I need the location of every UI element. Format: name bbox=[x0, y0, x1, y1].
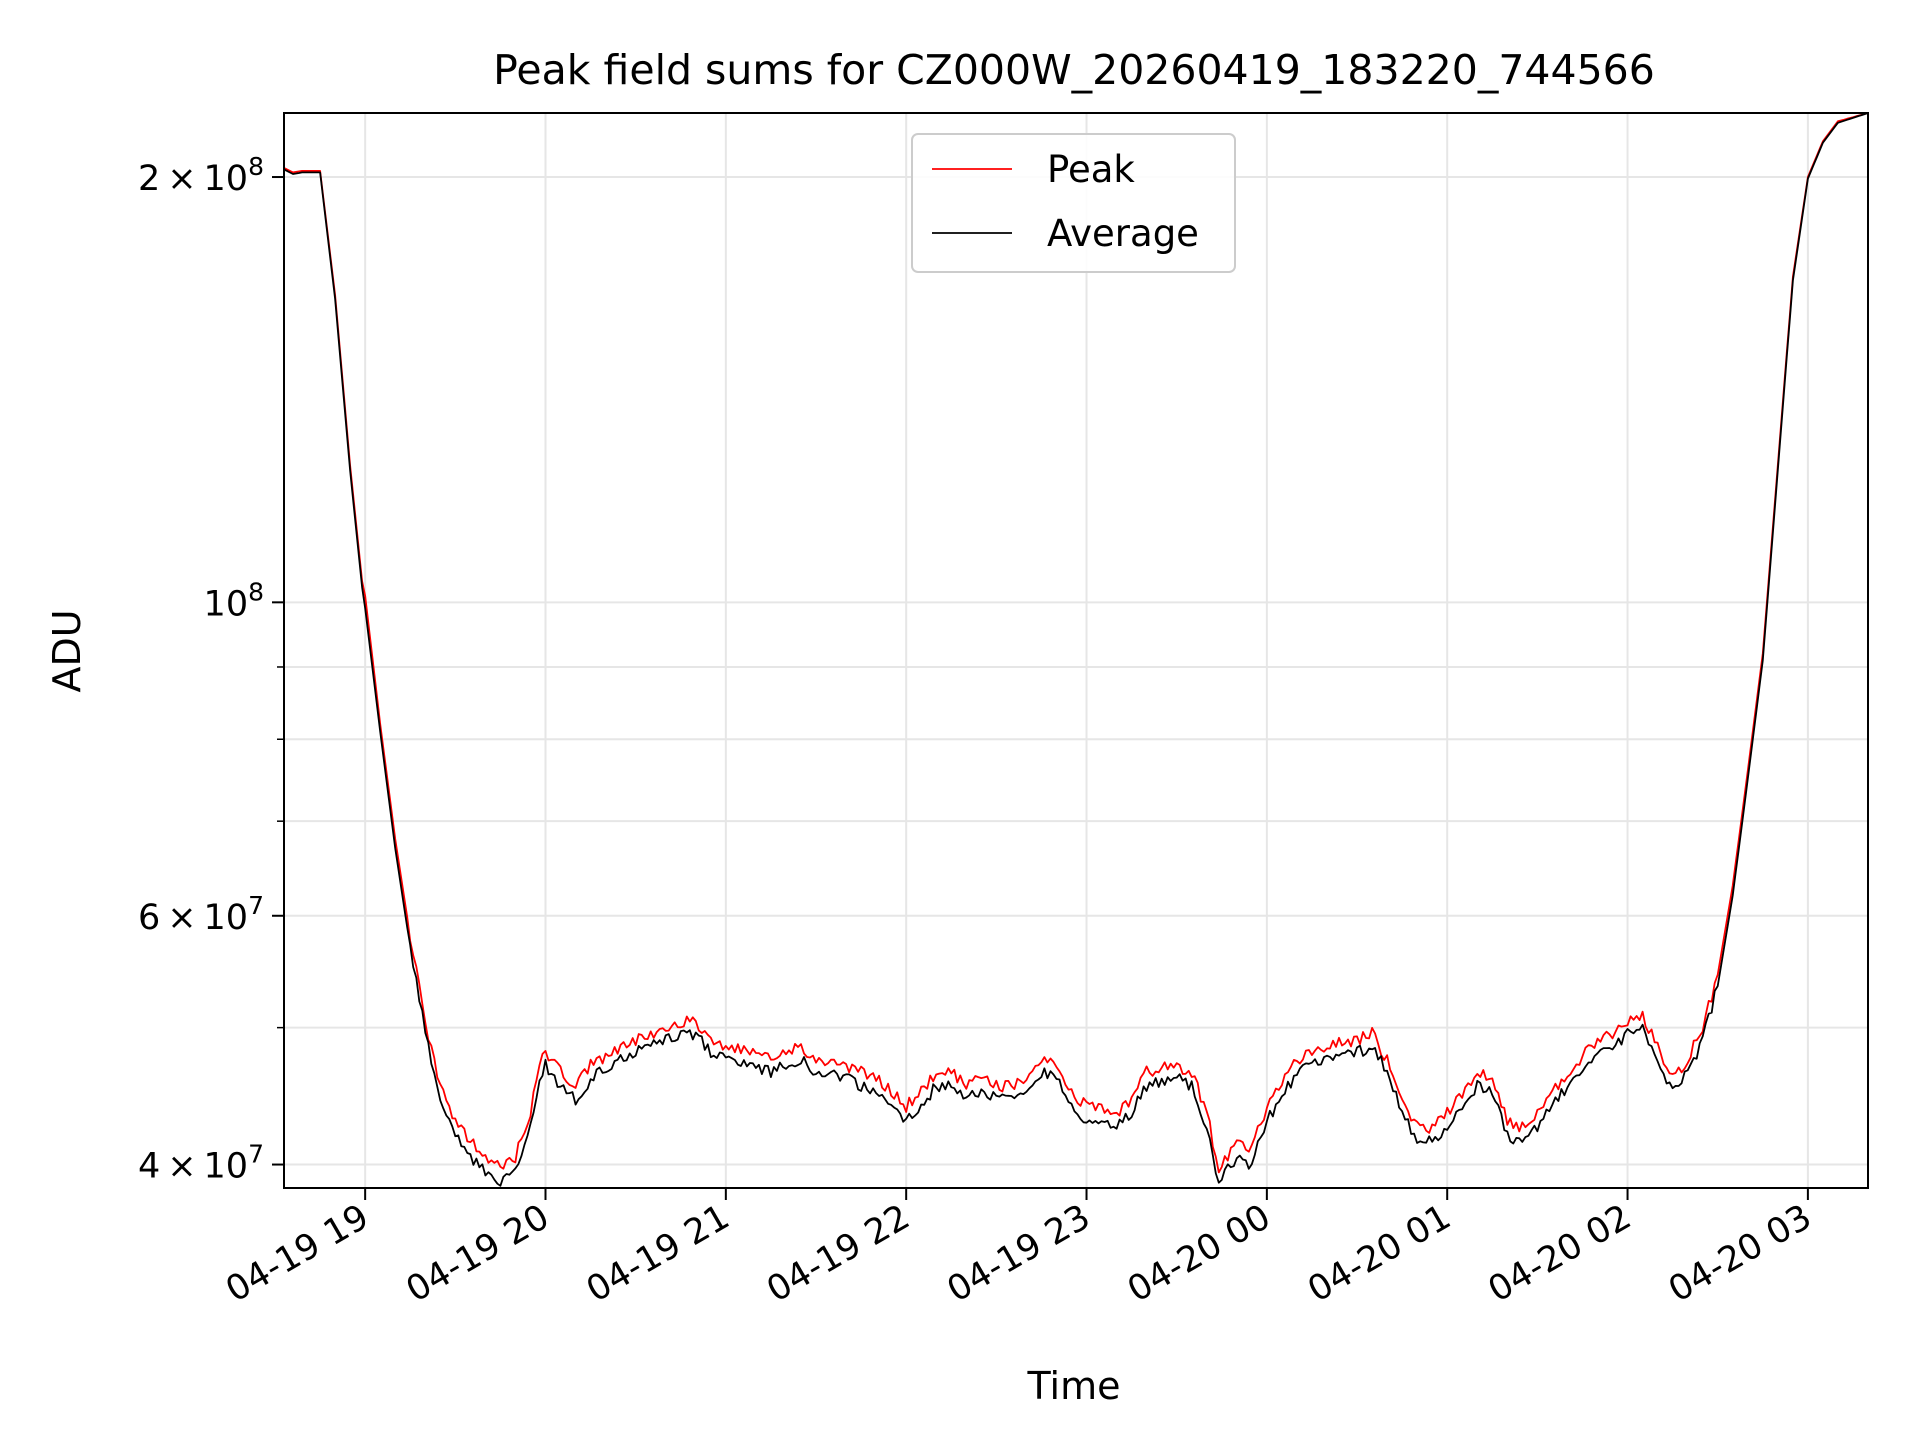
legend-label-average: Average bbox=[1047, 212, 1199, 255]
y-axis: 4 × 107 6 × 107 108 2 × 108 bbox=[138, 152, 284, 1187]
grid-lines bbox=[284, 113, 1868, 1188]
y-axis-label: ADU bbox=[45, 609, 89, 692]
legend: Peak Average bbox=[911, 133, 1236, 273]
series-lines bbox=[283, 112, 1869, 1187]
y-tick-label: 2 × 108 bbox=[138, 152, 264, 199]
y-tick-label: 4 × 107 bbox=[138, 1140, 264, 1187]
y-tick-label: 6 × 107 bbox=[138, 891, 264, 938]
x-tick-label: 04-19 23 bbox=[941, 1197, 1097, 1310]
legend-label-peak: Peak bbox=[1047, 148, 1135, 191]
y-tick-label: 108 bbox=[204, 577, 264, 624]
x-tick-label: 04-19 20 bbox=[400, 1197, 556, 1310]
chart-title: Peak field sums for CZ000W_20260419_1832… bbox=[493, 46, 1655, 94]
x-tick-label: 04-20 01 bbox=[1301, 1197, 1457, 1310]
x-tick-label: 04-19 22 bbox=[760, 1197, 916, 1310]
series-line-average bbox=[283, 112, 1869, 1187]
x-axis: 04-19 19 04-19 20 04-19 21 04-19 22 04-19 23… bbox=[219, 1188, 1818, 1310]
plot-frame bbox=[283, 112, 1869, 1189]
x-tick-label: 04-19 21 bbox=[580, 1197, 736, 1310]
x-axis-label: Time bbox=[1027, 1364, 1121, 1408]
x-tick-label: 04-20 03 bbox=[1662, 1197, 1818, 1310]
x-tick-label: 04-19 19 bbox=[219, 1197, 375, 1310]
series-line-peak bbox=[283, 112, 1869, 1174]
x-tick-label: 04-20 00 bbox=[1121, 1197, 1277, 1310]
x-tick-label: 04-20 02 bbox=[1482, 1197, 1638, 1310]
